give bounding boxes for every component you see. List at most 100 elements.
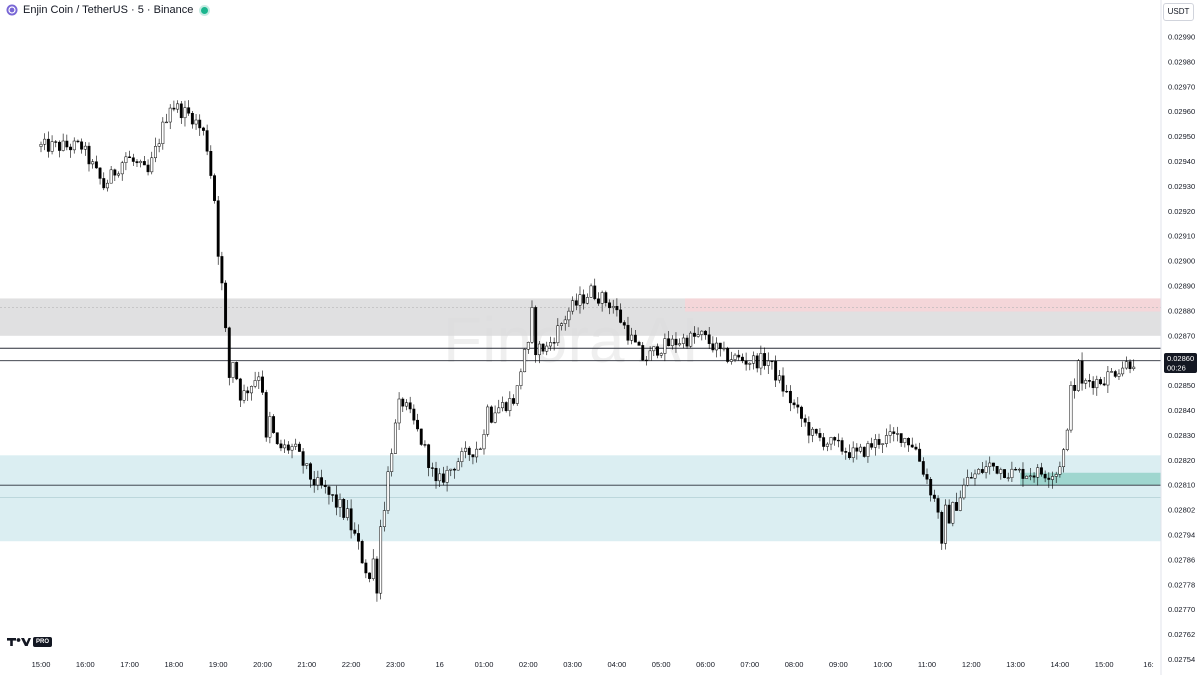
candle-bull [966, 477, 970, 486]
candle-bear [788, 390, 792, 404]
candle-bull [515, 385, 519, 404]
candle-bear [534, 307, 538, 356]
candle-bull [1054, 474, 1058, 477]
candle-bull [526, 342, 530, 350]
candle-bear [187, 107, 191, 114]
time-tick-label: 15:00 [32, 660, 51, 669]
candle-bull [253, 380, 257, 387]
candle-bull [777, 375, 781, 381]
price-tick-label: 0.02830 [1168, 431, 1195, 440]
candle-bull [958, 497, 962, 511]
candle-bull [545, 345, 549, 352]
candle-bear [309, 463, 312, 480]
candle-bear [113, 169, 117, 176]
candle-bear [467, 447, 471, 455]
tradingview-logo[interactable]: PRO [7, 637, 53, 647]
price-tick-label: 0.02870 [1168, 331, 1195, 340]
price-tick-label: 0.02990 [1168, 33, 1195, 42]
candle-bear [818, 433, 822, 438]
candle-bull [1124, 361, 1128, 369]
candle-bull [811, 428, 815, 436]
candle-bull [973, 473, 977, 479]
candle-bull [157, 143, 161, 147]
candle-bull [884, 435, 888, 444]
candle-bear [334, 494, 338, 508]
candle-bear [807, 422, 811, 436]
time-tick-label: 13:00 [1006, 660, 1025, 669]
candle-bear [615, 306, 619, 311]
candle-bear [836, 439, 840, 442]
candle-bull [464, 447, 467, 452]
price-tick-label: 0.02840 [1168, 406, 1195, 415]
candle-bull [944, 504, 947, 544]
candle-bear [667, 338, 671, 346]
candle-bear [925, 474, 929, 480]
candle-bear [644, 359, 648, 362]
candle-bear [504, 402, 508, 411]
candle-bull [866, 443, 870, 457]
candle-bull [715, 342, 719, 351]
price-axis[interactable]: 0.02990 0.02980 0.02970 0.02960 0.02950 0.029… [1168, 33, 1195, 675]
price-tick-label: 0.02970 [1168, 82, 1195, 91]
candle-bull [1095, 379, 1099, 389]
price-tick-label: 0.02820 [1168, 456, 1195, 465]
candle-bull [537, 343, 541, 356]
candle-bull [338, 499, 342, 508]
price-tag-bg [1164, 353, 1197, 373]
time-axis[interactable]: 15:00 16:00 17:00 18:00 19:00 20:00 21:00 22:00… [32, 660, 1154, 669]
candle-bull [951, 502, 955, 524]
candle-bear [892, 431, 896, 434]
candle-bear [80, 141, 84, 150]
candle-bear [692, 332, 696, 337]
time-tick-label: 09:00 [829, 660, 848, 669]
candle-bear [216, 200, 220, 257]
time-tick-label: 17:00 [120, 660, 139, 669]
candle-bear [633, 334, 637, 343]
symbol-header[interactable]: Enjin Coin / TetherUS · 5 · Binance [6, 4, 209, 16]
candle-bear [582, 294, 586, 304]
candle-bear [641, 345, 645, 361]
candle-bear [707, 334, 711, 344]
candle-bear [102, 178, 106, 189]
time-tick-label: 14:00 [1051, 660, 1070, 669]
tv-logo-icon [7, 638, 31, 646]
candle-bull [589, 285, 593, 298]
candle-bear [980, 469, 984, 473]
candle-bear [969, 477, 973, 479]
candle-bull [984, 466, 988, 473]
candle-bull [120, 162, 124, 175]
candle-bear [1021, 468, 1025, 479]
candle-bull [873, 439, 877, 448]
candle-bear [704, 330, 707, 336]
time-tick-label: 05:00 [652, 660, 671, 669]
candle-bear [711, 343, 715, 351]
candle-bull [117, 173, 120, 176]
candle-bull [903, 438, 907, 443]
candle-bull [1106, 371, 1110, 386]
candle-bear [227, 327, 231, 378]
candle-bear [98, 167, 102, 179]
price-tick-label: 0.02940 [1168, 157, 1195, 166]
candle-bear [320, 477, 324, 486]
candle-bull [493, 412, 497, 423]
candle-bear [427, 444, 431, 468]
time-tick-label: 23:00 [386, 660, 405, 669]
candle-bear [822, 437, 826, 447]
candle-bull [1117, 373, 1121, 377]
candle-bear [416, 419, 420, 430]
candle-bear [932, 494, 936, 499]
time-tick-label: 16:00 [76, 660, 95, 669]
candle-bull [449, 468, 453, 471]
candle-bull [478, 448, 482, 450]
candle-bull [456, 461, 460, 471]
candle-bull [438, 473, 442, 482]
candle-bull [752, 355, 755, 364]
time-tick-label: 19:00 [209, 660, 228, 669]
candle-bull [379, 526, 383, 594]
candle-bear [844, 451, 848, 453]
candle-bear [855, 447, 859, 452]
candle-bear [408, 402, 412, 410]
candle-bear [238, 378, 242, 401]
currency-button[interactable]: USDT [1163, 3, 1194, 21]
